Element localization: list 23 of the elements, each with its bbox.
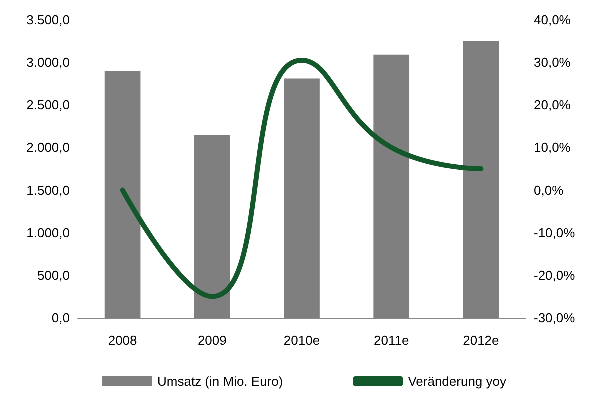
legend-label: Veränderung yoy [408, 374, 507, 389]
x-tick-label: 2008 [108, 333, 138, 348]
x-tick-label: 2009 [198, 333, 227, 348]
y2-tick-label: 30,0% [534, 55, 572, 70]
legend-label: Umsatz (in Mio. Euro) [158, 374, 284, 389]
y-tick-label: 500,0 [37, 268, 70, 283]
y-tick-label: 1.500,0 [26, 182, 70, 198]
y2-tick-label: 40,0% [534, 12, 572, 28]
y2-tick-label: -30,0% [534, 310, 576, 326]
y-tick-label: 0,0 [52, 310, 70, 326]
y2-tick-label: -10,0% [534, 225, 576, 240]
x-tick-label: 2012e [463, 333, 500, 348]
y-tick-label: 2.500,0 [26, 98, 70, 113]
x-tick-label: 2011e [374, 333, 410, 348]
y-tick-label: 2.000,0 [26, 140, 70, 156]
y-tick-label: 3.000,0 [26, 55, 70, 70]
y2-tick-label: 20,0% [534, 98, 572, 113]
y2-tick-label: 0,0% [534, 182, 564, 198]
y2-tick-label: 10,0% [534, 140, 572, 156]
y-tick-label: 1.000,0 [26, 225, 70, 240]
x-tick-label: 2010e [284, 333, 320, 348]
y-tick-label: 3.500,0 [26, 12, 70, 28]
y2-tick-label: -20,0% [534, 268, 576, 283]
